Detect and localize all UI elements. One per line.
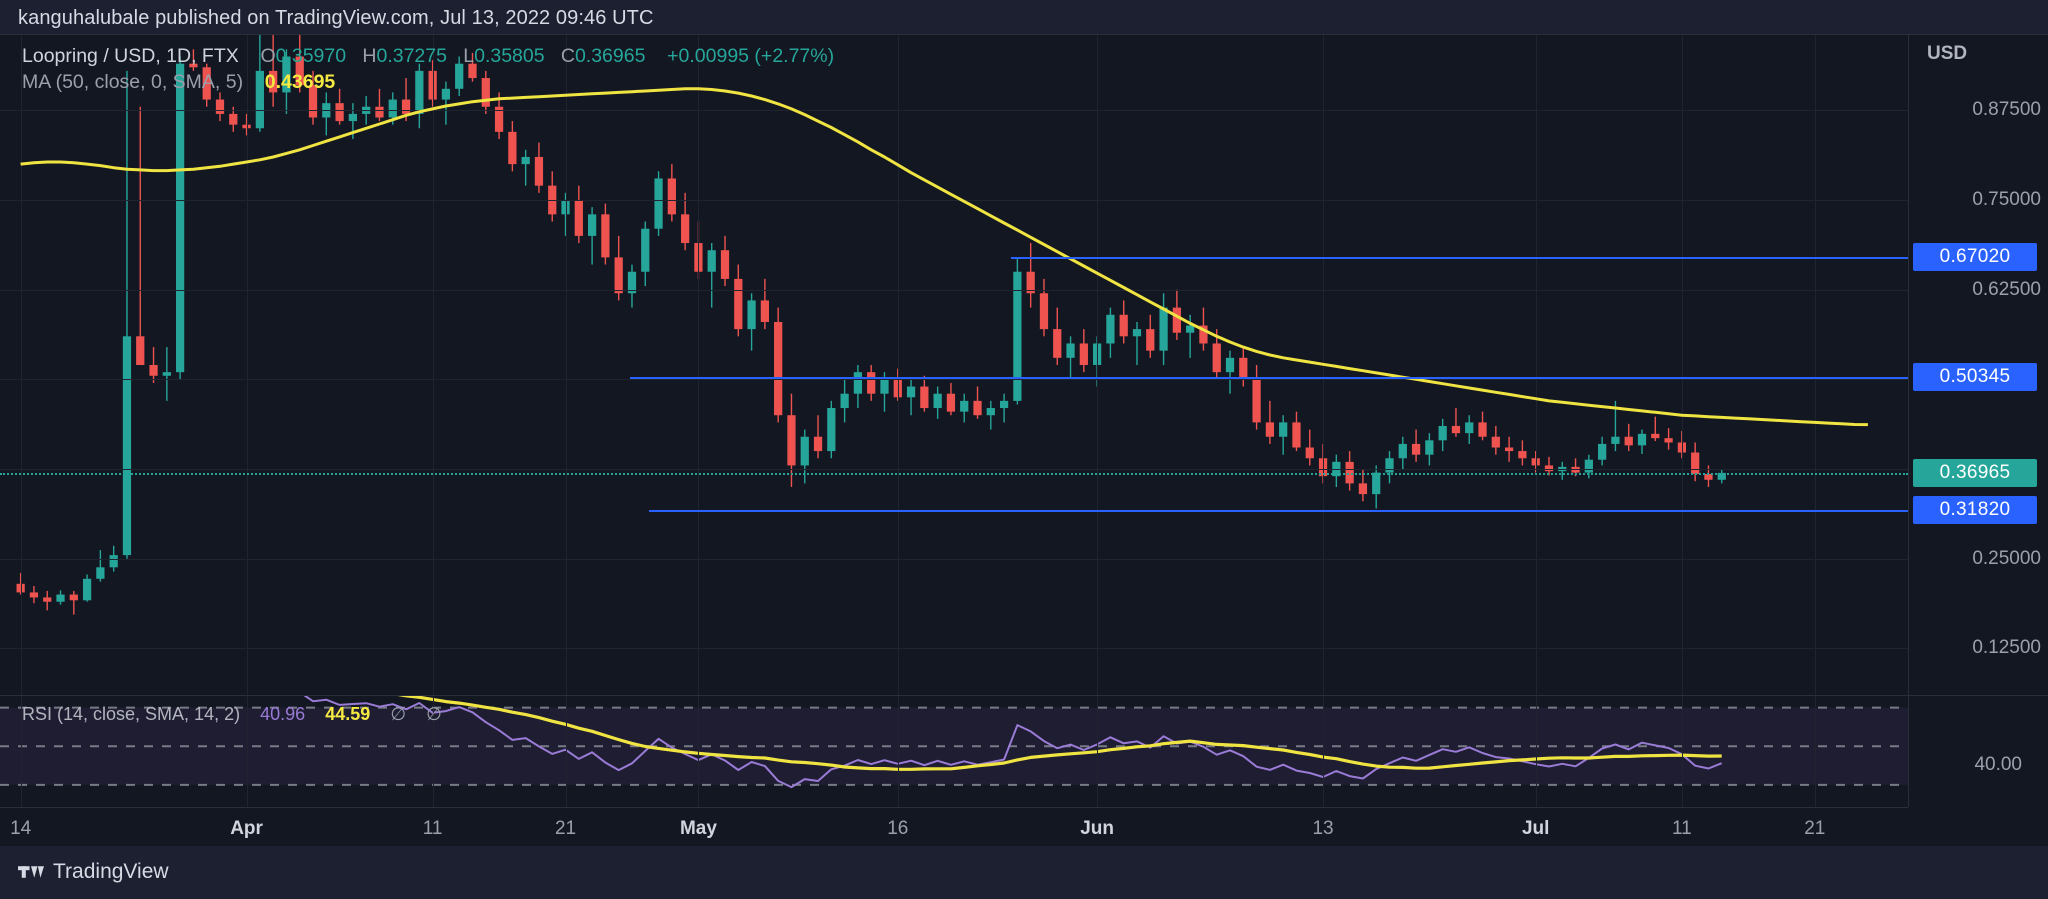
grid-line-vertical xyxy=(1814,696,1816,808)
rsi-axis-separator xyxy=(1908,695,2048,696)
tradingview-logo[interactable]: TradingView xyxy=(18,860,169,884)
horizontal-level-line[interactable] xyxy=(629,376,1908,379)
rsi-lower-band-value: ∅ xyxy=(426,704,442,724)
legend-open-value: 0.35970 xyxy=(275,45,347,67)
grid-line-vertical xyxy=(1535,696,1537,808)
time-axis-label: 16 xyxy=(887,818,909,839)
legend-change: +0.00995 (+2.77%) xyxy=(667,45,835,67)
grid-line-vertical xyxy=(246,35,248,695)
legend-ma-value: 0.43695 xyxy=(264,71,336,93)
grid-line-vertical xyxy=(20,35,22,695)
legend-open-label: O xyxy=(260,45,276,67)
legend-symbol[interactable]: Loopring / USD, 1D, FTX xyxy=(22,45,239,67)
time-axis-label: 14 xyxy=(10,818,32,839)
price-axis-tick: 0.12500 xyxy=(1972,637,2041,659)
time-axis-label: 21 xyxy=(1804,818,1826,839)
grid-line-vertical xyxy=(246,696,248,808)
legend-high-label: H xyxy=(362,45,377,67)
rsi-value: 40.96 xyxy=(260,704,306,724)
grid-line-vertical xyxy=(1323,696,1325,808)
legend-low-value: 0.35805 xyxy=(474,45,545,67)
grid-line-vertical xyxy=(1097,35,1099,695)
grid-line-horizontal xyxy=(0,110,1908,112)
time-axis-label: Jul xyxy=(1521,818,1550,839)
grid-line-vertical xyxy=(1814,35,1816,695)
grid-line-vertical xyxy=(897,35,899,695)
grid-line-horizontal xyxy=(0,648,1908,650)
time-axis[interactable]: 14 Apr 11 21 May 16 Jun 13 Jul 11 21 xyxy=(0,807,1908,848)
grid-line-horizontal xyxy=(0,289,1908,291)
price-axis-currency: USD xyxy=(1927,43,1968,64)
price-axis-tag[interactable]: 0.31820 xyxy=(1913,495,2037,524)
last-price-dotted-line[interactable] xyxy=(0,472,1908,475)
price-axis[interactable]: USD 0.87500 0.75000 0.62500 0.25000 0.12500 0… xyxy=(1908,35,2048,807)
grid-line-vertical xyxy=(698,35,700,695)
rsi-upper-band-value: ∅ xyxy=(390,704,407,724)
legend-ma-label[interactable]: MA (50, close, 0, SMA, 5) xyxy=(22,71,244,93)
price-axis-tick: 0.25000 xyxy=(1972,547,2041,569)
grid-line-vertical xyxy=(897,696,899,808)
price-axis-tag[interactable]: 0.67020 xyxy=(1913,243,2037,272)
horizontal-level-line[interactable] xyxy=(648,509,1908,512)
price-axis-tag[interactable]: 0.50345 xyxy=(1913,362,2037,391)
footer: TradingView xyxy=(0,846,2048,899)
rsi-axis[interactable]: 40.00 xyxy=(1908,695,2048,807)
grid-line-horizontal xyxy=(0,558,1908,560)
rsi-pane[interactable]: RSI (14, close, SMA, 14, 2) 40.96 44.59 … xyxy=(0,695,1908,808)
time-axis-label: 11 xyxy=(1672,818,1692,839)
grid-line-horizontal xyxy=(0,469,1908,471)
published-text: kanguhalubale published on TradingView.c… xyxy=(18,7,654,29)
price-legend: Loopring / USD, 1D, FTX O0.35970 H0.3727… xyxy=(22,43,834,95)
legend-ma-row: MA (50, close, 0, SMA, 5) 0.43695 xyxy=(22,69,834,95)
grid-line-vertical xyxy=(565,35,567,695)
grid-line-vertical xyxy=(1681,35,1683,695)
price-axis-tick: 0.62500 xyxy=(1972,278,2041,300)
chart-frame: Loopring / USD, 1D, FTX O0.35970 H0.3727… xyxy=(0,34,2048,847)
time-axis-label: May xyxy=(679,818,717,839)
legend-close-label: C xyxy=(560,45,575,67)
price-axis-tick: 0.87500 xyxy=(1972,99,2041,121)
legend-high-value: 0.37275 xyxy=(376,45,447,67)
legend-ohlc-row: Loopring / USD, 1D, FTX O0.35970 H0.3727… xyxy=(22,43,834,69)
rsi-series xyxy=(0,696,1908,789)
price-axis-tag[interactable]: 0.36965 xyxy=(1913,458,2037,487)
time-axis-label: 21 xyxy=(554,818,577,839)
grid-line-vertical xyxy=(432,35,434,695)
legend-low-label: L xyxy=(463,45,475,67)
rsi-legend: RSI (14, close, SMA, 14, 2) 40.96 44.59 … xyxy=(22,704,442,725)
published-bar: kanguhalubale published on TradingView.c… xyxy=(0,0,2048,34)
horizontal-level-line[interactable] xyxy=(1011,257,1908,260)
grid-line-vertical xyxy=(565,696,567,808)
price-pane[interactable]: Loopring / USD, 1D, FTX O0.35970 H0.3727… xyxy=(0,35,1908,695)
ma-line-overlay xyxy=(20,87,1868,427)
grid-line-vertical xyxy=(698,696,700,808)
grid-line-horizontal xyxy=(0,200,1908,201)
tradingview-mark-icon xyxy=(18,866,44,878)
grid-line-vertical xyxy=(1097,696,1099,808)
grid-line-horizontal xyxy=(0,379,1908,381)
rsi-legend-label[interactable]: RSI (14, close, SMA, 14, 2) xyxy=(22,704,241,724)
rsi-sma-value: 44.59 xyxy=(325,704,371,724)
time-axis-label: 13 xyxy=(1312,818,1334,839)
legend-close-value: 0.36965 xyxy=(574,45,646,67)
grid-line-vertical xyxy=(20,696,22,808)
grid-line-vertical xyxy=(1535,35,1537,695)
grid-line-vertical xyxy=(432,696,434,808)
time-axis-label: 11 xyxy=(422,818,443,839)
time-axis-label: Jun xyxy=(1080,818,1114,839)
tradingview-wordmark: TradingView xyxy=(53,860,169,883)
price-axis-tick: 0.75000 xyxy=(1972,189,2041,210)
time-axis-label: Apr xyxy=(230,818,263,839)
rsi-axis-tick: 40.00 xyxy=(1974,753,2022,775)
grid-line-vertical xyxy=(1681,696,1683,808)
